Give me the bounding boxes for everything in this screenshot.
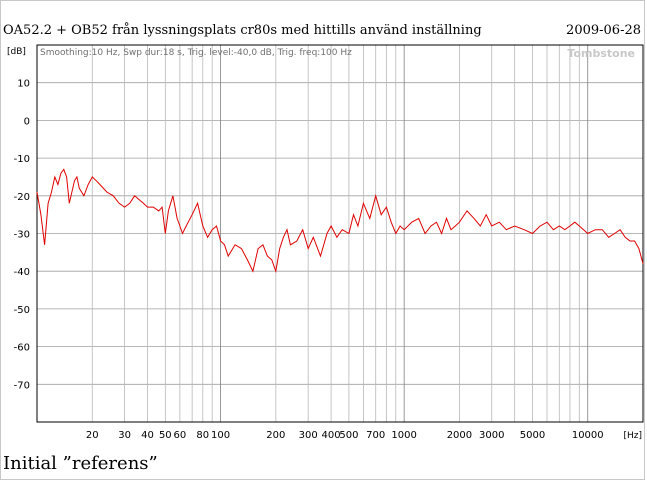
y-tick-label: -20 (14, 192, 30, 203)
y-tick-label: 10 (17, 79, 30, 90)
plot-border (36, 44, 644, 423)
measurement-settings-text: Smoothing:10 Hz, Swp dur:18 s, Trig. lev… (40, 48, 352, 58)
y-tick-label: -30 (14, 230, 30, 241)
page-title: OA52.2 + OB52 från lyssningsplats cr80s … (3, 23, 482, 38)
grid-layer (37, 45, 643, 422)
y-tick-label: -50 (14, 305, 30, 316)
x-tick-label: 3000 (479, 430, 504, 441)
x-tick-label: 20 (86, 430, 99, 441)
x-tick-label: 100 (211, 430, 230, 441)
y-tick-label: -40 (14, 267, 30, 278)
x-tick-label: 40 (141, 430, 154, 441)
y-tick-label: 0 (24, 116, 30, 127)
report-date: 2009-06-28 (566, 23, 641, 38)
y-tick-label: -10 (14, 154, 30, 165)
y-tick-labels: 10 0 -10 -20 -30 -40 -50 -60 -70 (14, 79, 30, 392)
x-tick-label: 1000 (391, 430, 416, 441)
x-tick-label: 2000 (447, 430, 472, 441)
x-tick-label: 50 (159, 430, 172, 441)
y-tick-label: -60 (14, 343, 30, 354)
x-tick-label: 10000 (572, 430, 604, 441)
response-trace-line (36, 168, 644, 274)
x-tick-label: 700 (366, 430, 385, 441)
x-tick-label: 200 (266, 430, 285, 441)
x-tick-label: 400 (322, 430, 341, 441)
x-tick-label: 30 (118, 430, 131, 441)
x-tick-label: 300 (299, 430, 318, 441)
figure-caption: Initial ”referens” (3, 453, 158, 474)
x-axis-unit-label: [Hz] (623, 431, 642, 441)
tombstone-watermark: Tombstone (567, 47, 635, 60)
x-tick-label: 60 (173, 430, 186, 441)
y-tick-label: -70 (14, 380, 30, 391)
x-tick-label: 500 (339, 430, 358, 441)
y-axis-unit-label: [dB] (7, 47, 26, 57)
x-tick-label: 5000 (520, 430, 545, 441)
x-tick-label: 80 (196, 430, 209, 441)
